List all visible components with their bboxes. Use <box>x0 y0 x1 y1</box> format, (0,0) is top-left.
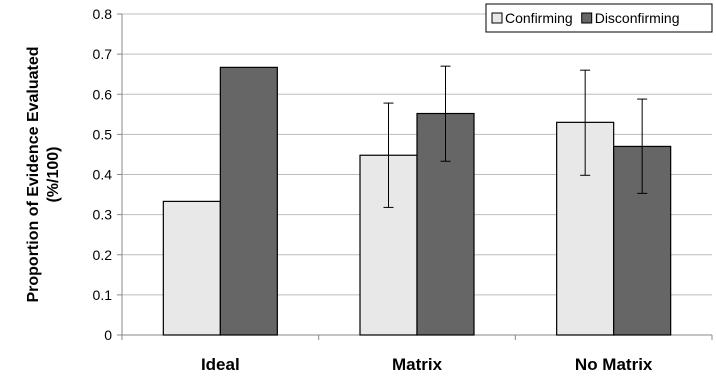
y-axis-title-line: Proportion of Evidence Evaluated <box>25 46 42 302</box>
y-tick-label: 0.4 <box>93 167 113 183</box>
x-category-label: Ideal <box>201 355 240 374</box>
x-category-label: No Matrix <box>575 355 653 374</box>
y-tick-label: 0.5 <box>93 126 113 142</box>
y-tick-label: 0.6 <box>93 86 113 102</box>
bar-confirming-ideal <box>162 200 221 336</box>
legend-label: Confirming <box>505 10 573 26</box>
error-bars <box>383 65 648 208</box>
y-tick-label: 0 <box>104 327 112 343</box>
x-category-label: Matrix <box>392 355 443 374</box>
legend-swatch <box>581 12 593 24</box>
bar-disconfirming-ideal <box>219 66 278 336</box>
y-axis-title-line: (%/100) <box>45 146 62 202</box>
y-tick-label: 0.1 <box>93 287 113 303</box>
legend-label: Disconfirming <box>595 10 680 26</box>
bars <box>162 66 672 336</box>
y-tick-label: 0.7 <box>93 46 113 62</box>
axis-labels: 0 0.1 0.2 0.3 0.4 0.5 0.6 0.7 0.8 Ideal Matrix No M… <box>25 6 653 374</box>
legend-swatch <box>491 12 503 24</box>
legend-box <box>485 3 713 33</box>
y-tick-label: 0.2 <box>93 247 113 263</box>
legend: Confirming Disconfirming <box>485 3 713 33</box>
y-tick-label: 0.8 <box>93 6 113 22</box>
y-tick-label: 0.3 <box>93 207 113 223</box>
y-axis-title: Proportion of Evidence Evaluated (%/100) <box>25 46 62 302</box>
